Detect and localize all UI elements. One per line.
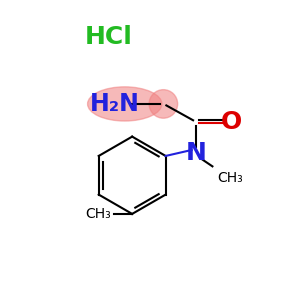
Text: N: N (186, 141, 206, 165)
Text: HCl: HCl (85, 25, 132, 49)
Ellipse shape (88, 87, 162, 121)
Circle shape (149, 90, 178, 118)
Text: CH₃: CH₃ (85, 207, 111, 221)
Text: CH₃: CH₃ (217, 171, 243, 185)
Text: O: O (221, 110, 242, 134)
Text: H₂N: H₂N (89, 92, 139, 116)
